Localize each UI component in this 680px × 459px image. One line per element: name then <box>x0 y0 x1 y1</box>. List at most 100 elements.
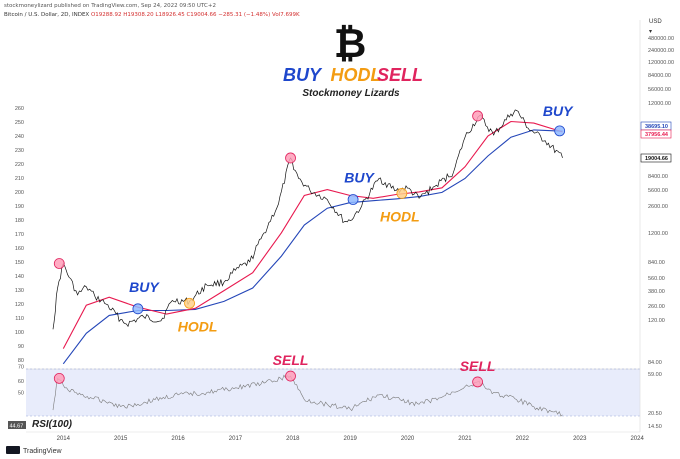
symbol-name: Bitcoin / U.S. Dollar, 2D, INDEX <box>4 12 90 18</box>
left-tick-label: 200 <box>15 190 24 196</box>
rsi-sell-marker <box>472 376 484 388</box>
rsi-current-badge <box>8 421 26 429</box>
signal-labels: BUY HODL BUY HODL BUY SELL SELL <box>129 103 574 374</box>
time-tick-label: 2016 <box>171 436 185 442</box>
signal-marker <box>132 303 144 315</box>
blue-moving-average <box>62 129 563 365</box>
blue-moving-average-line <box>62 129 563 365</box>
left-tick-label: 80 <box>18 358 24 364</box>
right-tick-label: 84000.00 <box>648 73 671 79</box>
right-axis: 480000.00 240000.00 120000.00 84000.00 56000… <box>640 36 674 430</box>
left-tick-label: 220 <box>15 162 24 168</box>
right-tick-label: 5600.00 <box>648 188 668 194</box>
signal-marker <box>184 297 195 309</box>
signal-marker <box>347 194 359 205</box>
brand-buy: BUY <box>283 65 323 85</box>
time-tick-label: 2018 <box>286 436 300 442</box>
left-tick-label: 240 <box>15 134 24 140</box>
time-tick-label: 2020 <box>401 436 415 442</box>
right-tick-label: 560.00 <box>648 276 665 282</box>
rsi-current-value: 44.67 <box>10 424 24 430</box>
time-tick-label: 2019 <box>344 436 358 442</box>
price-badge-value: 37956.44 <box>645 132 669 138</box>
price-badge <box>640 129 672 139</box>
tradingview-mark-icon <box>6 446 20 454</box>
rsi-right-tick-label: 20.50 <box>648 411 662 417</box>
left-tick-label: 230 <box>15 148 24 154</box>
time-tick-label: 2023 <box>573 436 587 442</box>
right-tick-label: 84.00 <box>648 360 662 366</box>
left-tick-label: 120 <box>15 302 24 308</box>
left-tick-label: 250 <box>15 120 24 126</box>
rsi-sell-marker <box>53 372 65 384</box>
left-tick-label: 160 <box>15 246 24 252</box>
bitcoin-logo: ₿ <box>334 22 367 66</box>
signal-label: HODL <box>380 208 420 224</box>
time-tick-label: 2022 <box>516 436 530 442</box>
brand-sell: SELL <box>377 65 423 85</box>
rsi-sell-label: SELL <box>273 352 309 368</box>
right-tick-label: 120000.00 <box>648 60 674 66</box>
right-tick-label: 260.00 <box>648 304 665 310</box>
right-tick-label: 480000.00 <box>648 36 674 42</box>
rsi-left-tick-label: 50 <box>18 391 24 397</box>
red-moving-average <box>62 120 563 349</box>
time-tick-label: 2014 <box>57 436 71 442</box>
time-tick-label: 2015 <box>114 436 128 442</box>
left-tick-label: 130 <box>15 288 24 294</box>
price-badge-value: 38695.10 <box>645 124 668 130</box>
left-tick-label: 150 <box>15 260 24 266</box>
rsi-band <box>26 369 640 416</box>
signal-label: BUY <box>344 169 375 185</box>
time-axis: 2014 2015 2016 2017 2018 2019 2020 2021 2022 2023… <box>57 436 645 442</box>
rsi-left-tick-label: 60 <box>18 379 24 385</box>
left-tick-label: 140 <box>15 274 24 280</box>
time-tick-label: 2021 <box>458 436 472 442</box>
right-tick-label: 840.00 <box>648 260 665 266</box>
tradingview-logo[interactable]: TradingView <box>6 446 62 455</box>
time-tick-label: 2017 <box>229 436 243 442</box>
time-tick-label: 2024 <box>630 436 644 442</box>
red-moving-average-line <box>62 120 563 349</box>
left-tick-label: 100 <box>15 330 24 336</box>
left-tick-label: 90 <box>18 344 24 350</box>
left-tick-label: 170 <box>15 232 24 238</box>
left-axis: 80 90 100 110 120 130 140 150 160 170 180 190 200 210… <box>15 106 24 397</box>
brand-author: Stockmoney Lizards <box>302 88 400 99</box>
signal-label: BUY <box>129 279 160 295</box>
right-tick-label: 2600.00 <box>648 204 668 210</box>
rsi-sell-marker <box>285 370 296 382</box>
right-tick-label: 56000.00 <box>648 87 671 93</box>
signal-label: BUY <box>543 103 574 119</box>
left-tick-label: 110 <box>15 316 24 322</box>
currency-label[interactable]: USD <box>649 19 662 25</box>
publisher-info: stockmoneylizard published on TradingVie… <box>4 3 216 9</box>
right-tick-label: 8400.00 <box>648 174 668 180</box>
right-tick-label: 120.00 <box>648 318 665 324</box>
left-tick-label: 260 <box>15 106 24 112</box>
rsi-title: RSI(100) <box>32 419 73 430</box>
price-pane-background <box>26 20 640 368</box>
tradingview-label: TradingView <box>23 448 62 455</box>
right-tick-label: 240000.00 <box>648 48 674 54</box>
price-badge-value: 19004.66 <box>645 156 668 162</box>
rsi-right-tick-label: 14.50 <box>648 424 662 430</box>
currency-dropdown-icon[interactable]: ▾ <box>649 29 653 35</box>
rsi-right-tick-label: 59.00 <box>648 372 662 378</box>
signal-marker <box>285 152 296 164</box>
price-badge <box>640 153 672 163</box>
right-tick-label: 380.00 <box>648 289 665 295</box>
signal-label: HODL <box>178 318 218 334</box>
left-tick-label: 190 <box>15 204 24 210</box>
signal-marker <box>396 188 408 199</box>
brand-hodl: HODL <box>331 65 382 85</box>
signal-marker <box>554 125 566 137</box>
signal-marker <box>472 110 484 122</box>
symbol-info: Bitcoin / U.S. Dollar, 2D, INDEX O19288.… <box>4 12 300 18</box>
right-tick-label: 1200.00 <box>648 231 668 237</box>
left-tick-label: 180 <box>15 218 24 224</box>
signal-markers <box>53 110 566 388</box>
ohlc-values: O19288.92 H19308.20 L18926.45 C19004.66 … <box>90 12 300 18</box>
signal-marker <box>53 258 65 269</box>
